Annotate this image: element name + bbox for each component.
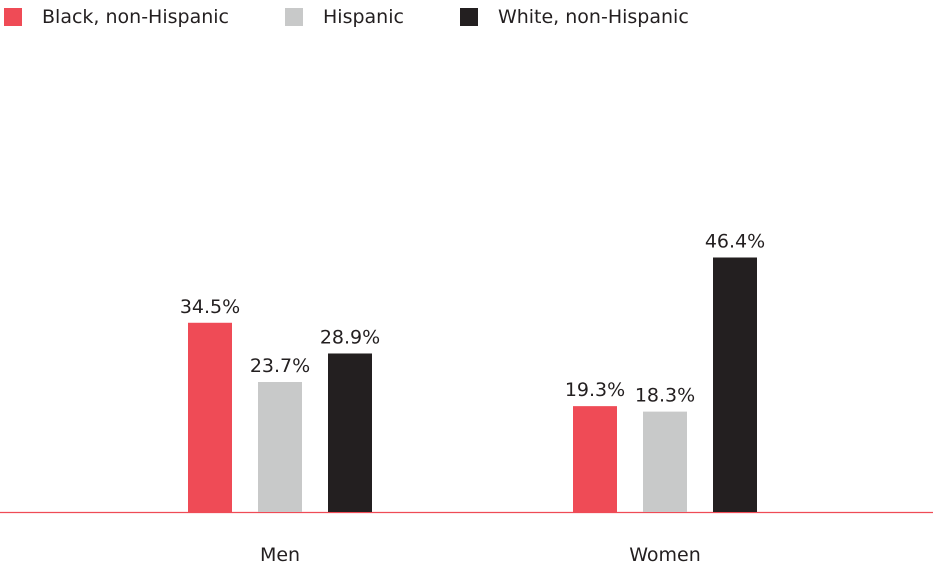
legend-label-white-non-hispanic: White, non-Hispanic xyxy=(497,5,689,28)
legend-item-black-non-hispanic: Black, non-Hispanic xyxy=(4,5,229,28)
bar-women-white-non-hispanic xyxy=(713,257,757,512)
value-label: 34.5% xyxy=(180,296,240,318)
bar-women-black-non-hispanic xyxy=(573,406,617,512)
bar-men-black-non-hispanic xyxy=(188,322,232,512)
legend-swatch-black-non-hispanic xyxy=(4,8,22,26)
legend-swatch-hispanic xyxy=(285,8,303,26)
value-label: 23.7% xyxy=(250,355,310,377)
bar-men-hispanic xyxy=(258,382,302,512)
legend-label-black-non-hispanic: Black, non-Hispanic xyxy=(42,5,229,28)
legend-item-white-non-hispanic: White, non-Hispanic xyxy=(459,5,689,28)
legend-swatch-white-non-hispanic xyxy=(459,8,478,26)
bar-women-hispanic xyxy=(643,411,687,512)
value-label: 46.4% xyxy=(705,230,765,252)
legend: Black, non-Hispanic Hispanic White, non-… xyxy=(0,0,745,34)
bar-men-white-non-hispanic xyxy=(328,353,372,512)
category-label-women: Women xyxy=(629,544,701,565)
legend-item-hispanic: Hispanic xyxy=(285,5,404,28)
category-label-men: Men xyxy=(260,544,300,565)
legend-label-hispanic: Hispanic xyxy=(323,5,404,28)
value-label: 28.9% xyxy=(320,326,380,348)
value-label: 19.3% xyxy=(565,379,625,401)
value-label: 18.3% xyxy=(635,385,695,407)
